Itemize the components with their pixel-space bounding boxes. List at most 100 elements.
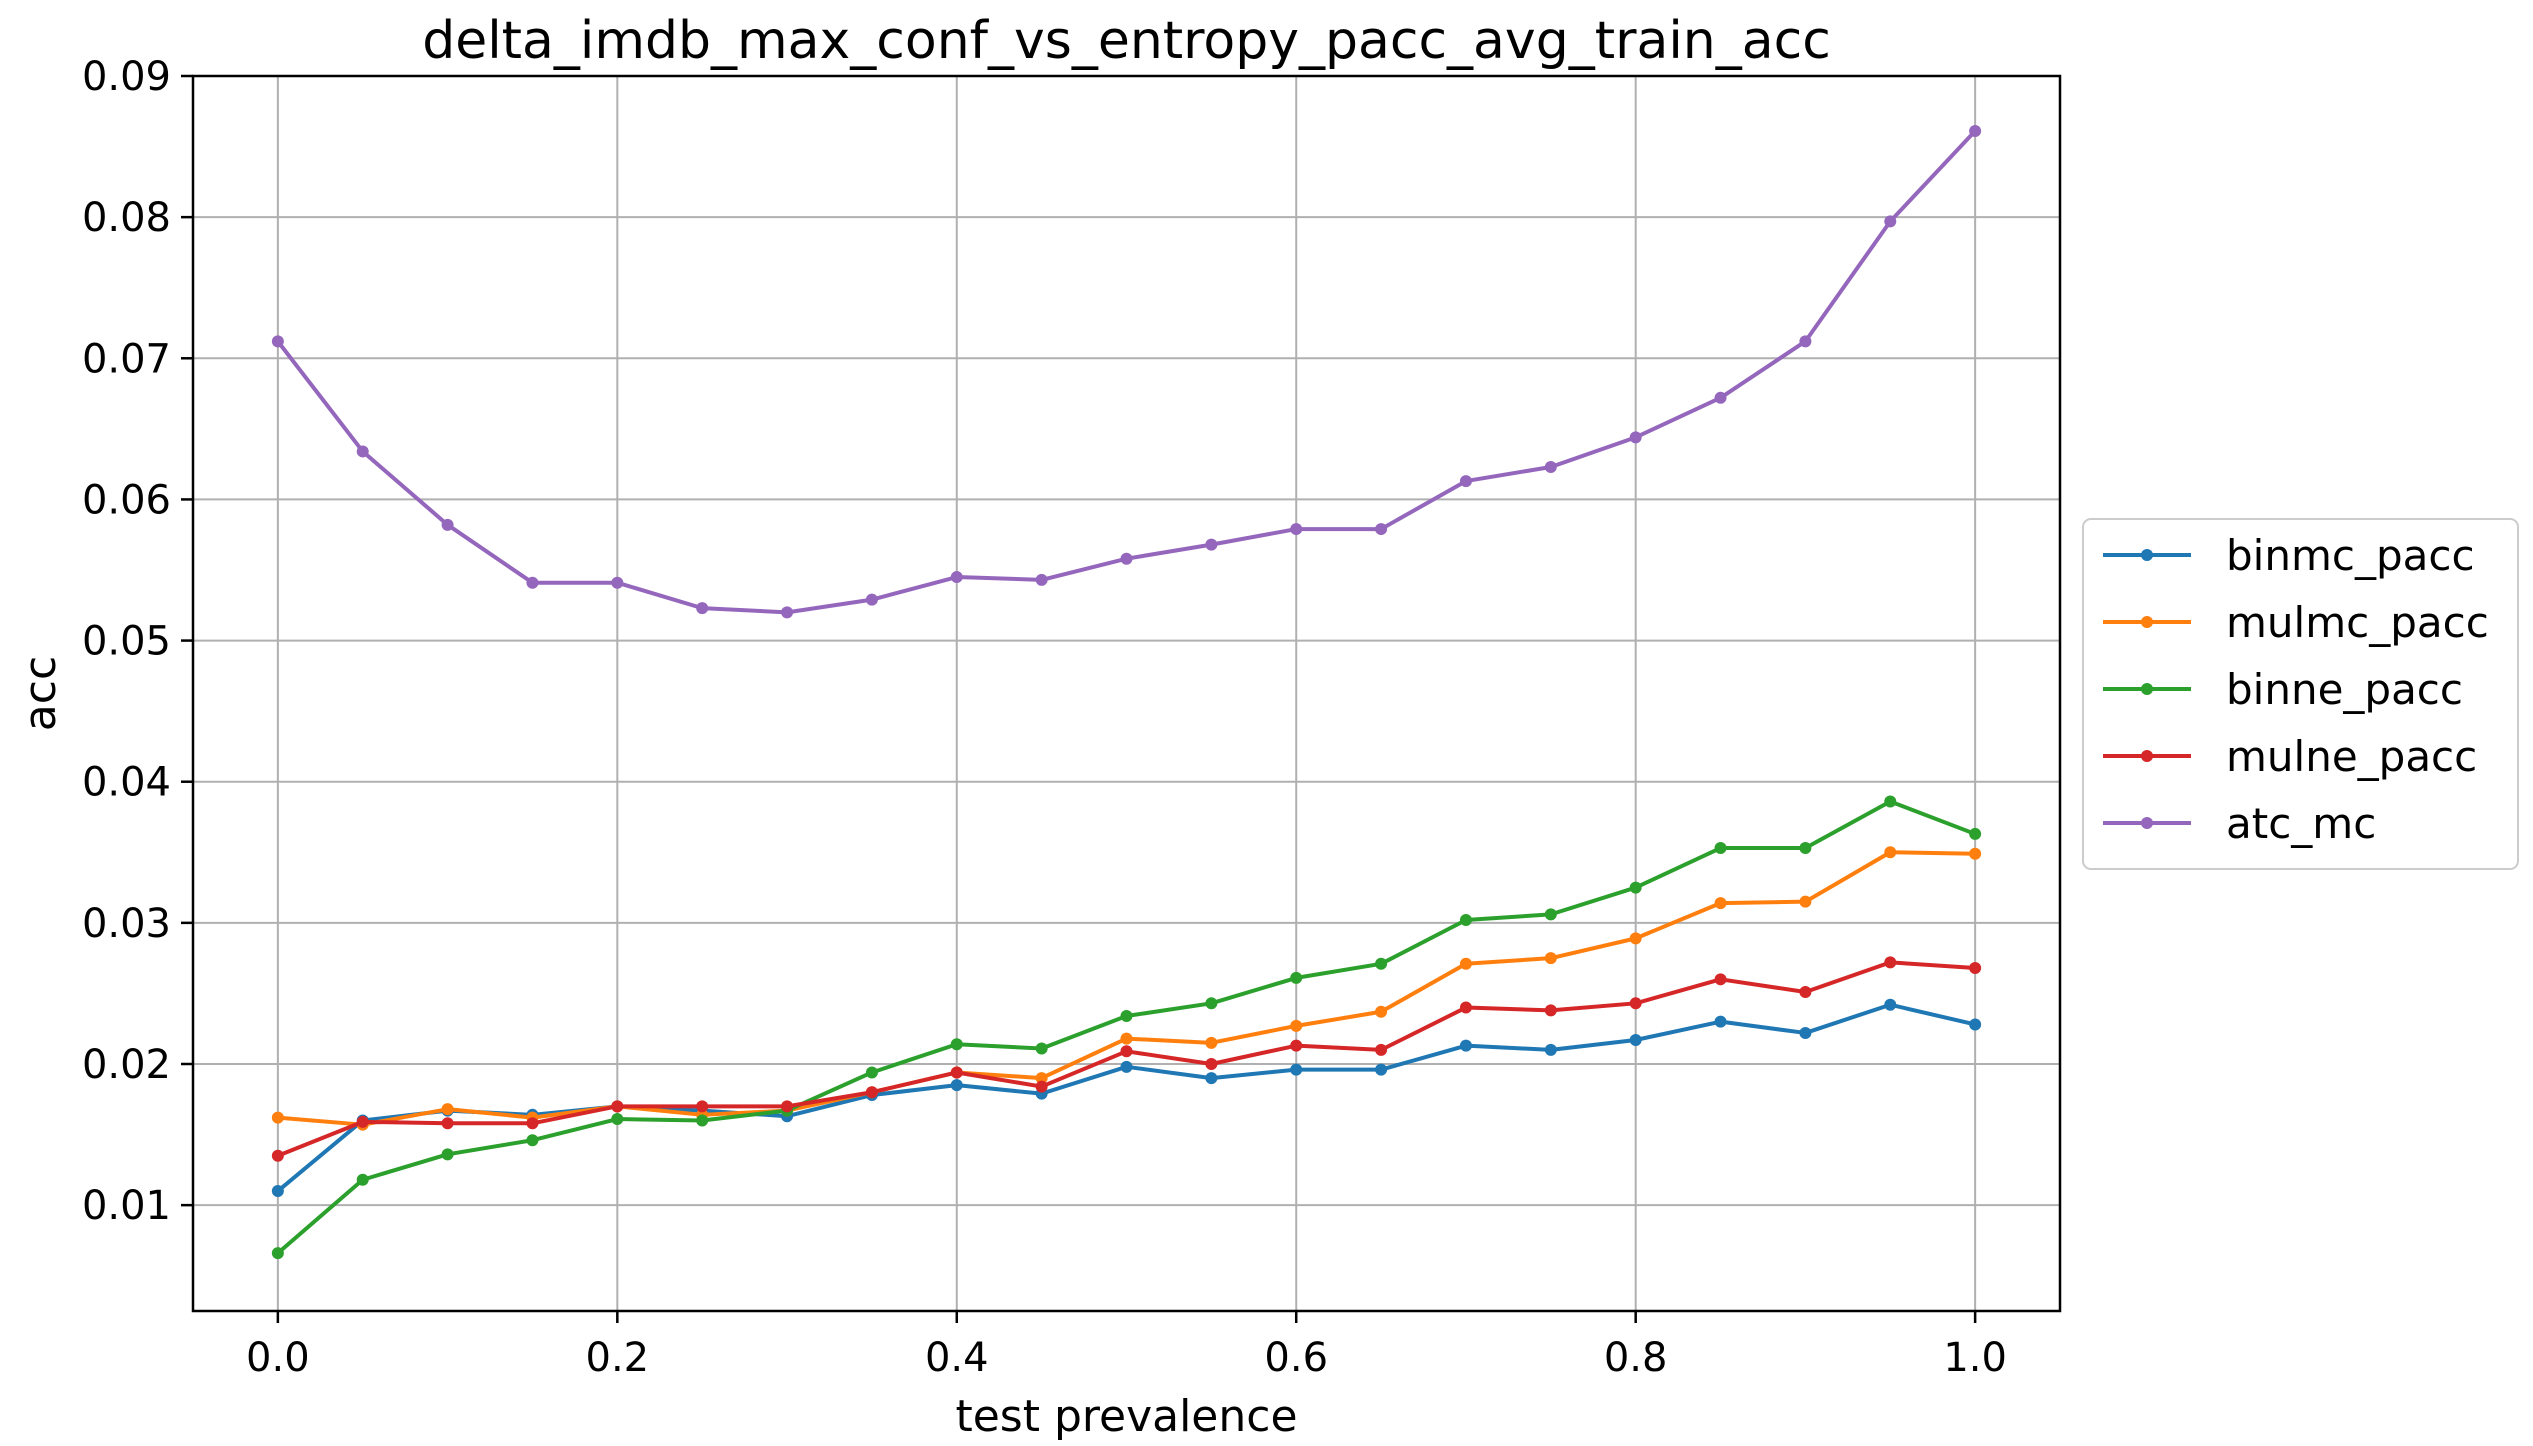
data-point-mulmc_pacc: [1375, 1005, 1388, 1018]
legend-item-mulmc_pacc: mulmc_pacc: [2103, 598, 2489, 647]
data-point-atc_mc: [865, 593, 878, 606]
series-binmc_pacc: [271, 998, 1982, 1198]
data-point-mulmc_pacc: [271, 1111, 284, 1124]
data-point-mulne_pacc: [1375, 1043, 1388, 1056]
data-point-binne_pacc: [1290, 971, 1303, 984]
data-point-binne_pacc: [1375, 957, 1388, 970]
legend-label: mulmc_pacc: [2226, 598, 2489, 647]
data-point-mulne_pacc: [1884, 956, 1897, 969]
y-tick-label: 0.09: [82, 54, 171, 100]
data-point-binne_pacc: [1205, 997, 1218, 1010]
y-tick-label: 0.05: [82, 619, 171, 665]
legend-label: atc_mc: [2226, 799, 2376, 848]
data-point-binmc_pacc: [1120, 1060, 1133, 1073]
x-axis-label: test prevalence: [955, 1391, 1297, 1442]
data-point-atc_mc: [1629, 431, 1642, 444]
x-tick-label: 0.6: [1264, 1335, 1328, 1381]
data-point-binne_pacc: [356, 1173, 369, 1186]
data-point-mulmc_pacc: [1035, 1072, 1048, 1085]
data-point-binmc_pacc: [1375, 1063, 1388, 1076]
data-point-mulmc_pacc: [1969, 847, 1982, 860]
data-point-binne_pacc: [526, 1134, 539, 1147]
data-point-binne_pacc: [441, 1148, 454, 1161]
series-binne_pacc: [271, 795, 1982, 1260]
series-layer: [271, 125, 1982, 1260]
data-point-atc_mc: [781, 606, 794, 619]
data-point-mulne_pacc: [526, 1117, 539, 1130]
axes-frame: [191, 74, 2062, 1313]
data-point-mulne_pacc: [1205, 1058, 1218, 1070]
data-point-mulne_pacc: [1969, 962, 1982, 975]
data-point-mulmc_pacc: [1799, 895, 1812, 908]
grid-lines: [193, 75, 2060, 1311]
series-mulmc_pacc: [271, 846, 1982, 1131]
y-axis-label: acc: [15, 656, 66, 731]
data-point-mulne_pacc: [1799, 986, 1812, 999]
y-tick-label: 0.03: [82, 901, 171, 947]
data-point-binne_pacc: [1884, 795, 1897, 808]
data-point-mulne_pacc: [441, 1117, 454, 1130]
data-point-atc_mc: [1969, 125, 1982, 138]
data-point-mulmc_pacc: [1884, 846, 1897, 859]
legend-label: binne_pacc: [2226, 665, 2463, 714]
data-point-binmc_pacc: [1969, 1018, 1982, 1031]
y-tick-label: 0.08: [82, 195, 171, 241]
y-tick-label: 0.07: [82, 336, 171, 382]
legend-label: binmc_pacc: [2226, 531, 2475, 580]
legend-item-mulne_pacc: mulne_pacc: [2103, 732, 2477, 781]
y-tick-label: 0.06: [82, 477, 171, 523]
data-point-binmc_pacc: [1629, 1034, 1642, 1047]
data-point-mulne_pacc: [696, 1100, 709, 1113]
data-point-mulne_pacc: [1035, 1080, 1048, 1093]
data-point-binne_pacc: [865, 1066, 878, 1079]
data-point-mulne_pacc: [781, 1100, 794, 1113]
data-point-binne_pacc: [1629, 881, 1642, 894]
legend-marker: [2141, 616, 2153, 628]
data-point-mulmc_pacc: [1459, 957, 1472, 970]
data-point-mulne_pacc: [611, 1100, 624, 1113]
data-point-binne_pacc: [1120, 1010, 1133, 1023]
data-point-mulmc_pacc: [1714, 897, 1727, 910]
data-point-binne_pacc: [950, 1038, 963, 1051]
chart-title: delta_imdb_max_conf_vs_entropy_pacc_avg_…: [422, 11, 1831, 71]
data-point-binmc_pacc: [1459, 1039, 1472, 1052]
data-point-mulmc_pacc: [1290, 1019, 1303, 1032]
series-atc_mc: [271, 125, 1982, 619]
series-line-mulmc_pacc: [275, 850, 1978, 1127]
data-point-atc_mc: [1375, 523, 1388, 536]
data-point-atc_mc: [611, 576, 624, 589]
data-point-mulmc_pacc: [1205, 1036, 1218, 1049]
data-point-binne_pacc: [1035, 1042, 1048, 1055]
data-point-atc_mc: [1290, 523, 1303, 536]
legend-box: [2082, 518, 2519, 870]
data-point-mulne_pacc: [271, 1149, 284, 1162]
legend-marker: [2141, 750, 2153, 762]
data-point-atc_mc: [441, 518, 454, 531]
data-point-binmc_pacc: [1290, 1063, 1303, 1076]
legend-marker: [2141, 549, 2153, 561]
data-point-binne_pacc: [1969, 827, 1982, 840]
series-line-atc_mc: [275, 129, 1978, 615]
data-point-mulne_pacc: [1544, 1004, 1557, 1017]
data-point-mulne_pacc: [1459, 1001, 1472, 1014]
data-point-atc_mc: [696, 602, 709, 615]
data-point-binne_pacc: [696, 1114, 709, 1127]
legend-item-binne_pacc: binne_pacc: [2103, 665, 2463, 714]
data-point-atc_mc: [356, 445, 369, 458]
data-point-mulmc_pacc: [441, 1103, 454, 1116]
y-tick-label: 0.01: [82, 1183, 171, 1229]
data-point-mulmc_pacc: [1629, 932, 1642, 945]
data-point-binmc_pacc: [271, 1185, 284, 1198]
data-point-mulne_pacc: [1290, 1039, 1303, 1052]
data-point-binmc_pacc: [1205, 1072, 1218, 1085]
data-point-atc_mc: [1884, 215, 1897, 228]
x-tick-label: 0.4: [925, 1335, 989, 1381]
data-point-atc_mc: [1205, 538, 1218, 551]
legend: binmc_pacc mulmc_pacc binne_pacc mulne_pacc…: [2082, 518, 2519, 870]
x-tick-label: 0.8: [1604, 1335, 1668, 1381]
legend-item-atc_mc: atc_mc: [2103, 799, 2376, 848]
data-point-atc_mc: [526, 576, 539, 589]
legend-item-binmc_pacc: binmc_pacc: [2103, 531, 2475, 580]
y-tick-label: 0.02: [82, 1042, 171, 1088]
